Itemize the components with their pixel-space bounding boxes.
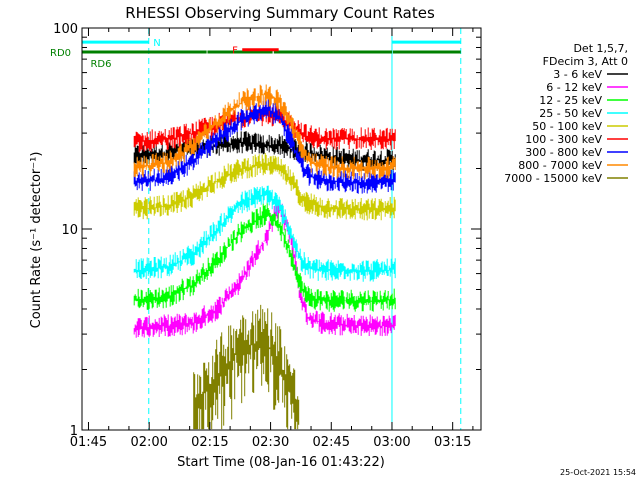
- series-9-line: [193, 304, 300, 430]
- series-3-line: [133, 202, 396, 312]
- flag-rd0-label: RD0: [50, 48, 71, 59]
- y-tick-label-3: 100: [53, 22, 78, 37]
- x-tick-label-1: 01:45: [70, 435, 107, 450]
- legend-entry-6: 100 - 300 keV: [525, 133, 602, 146]
- x-tick-label-4: 02:30: [252, 435, 289, 450]
- legend-entry-5: 50 - 100 keV: [532, 120, 602, 133]
- y-tick-label-2: 10: [61, 223, 78, 238]
- legend-entry-1: 3 - 6 keV: [553, 68, 602, 81]
- y-tick-label-1: 1: [70, 424, 78, 439]
- series-8-line: [133, 84, 396, 180]
- flag-rd6-label: RD6: [90, 59, 111, 70]
- generation-timestamp: 25-Oct-2021 15:54: [560, 468, 636, 477]
- x-tick-label-6: 03:00: [373, 435, 410, 450]
- x-tick-label-5: 02:45: [313, 435, 350, 450]
- y-axis-label: Count Rate (s⁻¹ detector⁻¹): [29, 152, 44, 329]
- legend-entry-2: 6 - 12 keV: [546, 81, 602, 94]
- chart-title: RHESSI Observing Summary Count Rates: [125, 4, 435, 22]
- legend-entry-3: 12 - 25 keV: [539, 94, 602, 107]
- legend-header-2: FDecim 3, Att 0: [543, 55, 628, 68]
- legend-entry-7: 300 - 800 keV: [525, 146, 602, 159]
- series-5-line: [133, 153, 396, 221]
- x-tick-label-7: 03:15: [434, 435, 471, 450]
- series-4-line: [133, 185, 396, 282]
- plot-area: N RD0 RD6 F: [50, 28, 462, 430]
- flag-n-label: N: [153, 38, 160, 49]
- axes: 01:45 02:00 02:15 02:30 02:45 03:00 03:15 1 10 10…: [53, 22, 481, 450]
- flag-f-label: F: [232, 46, 238, 57]
- legend-entry-9: 7000 - 15000 keV: [504, 172, 602, 185]
- legend-entry-8: 800 - 7000 keV: [518, 159, 602, 172]
- x-axis-label: Start Time (08-Jan-16 01:43:22): [177, 455, 385, 470]
- legend-header-1: Det 1,5,7,: [573, 42, 628, 55]
- x-tick-label-2: 02:00: [130, 435, 167, 450]
- x-tick-label-3: 02:15: [191, 435, 228, 450]
- series-7-line: [133, 97, 396, 194]
- legend-entry-4: 25 - 50 keV: [539, 107, 602, 120]
